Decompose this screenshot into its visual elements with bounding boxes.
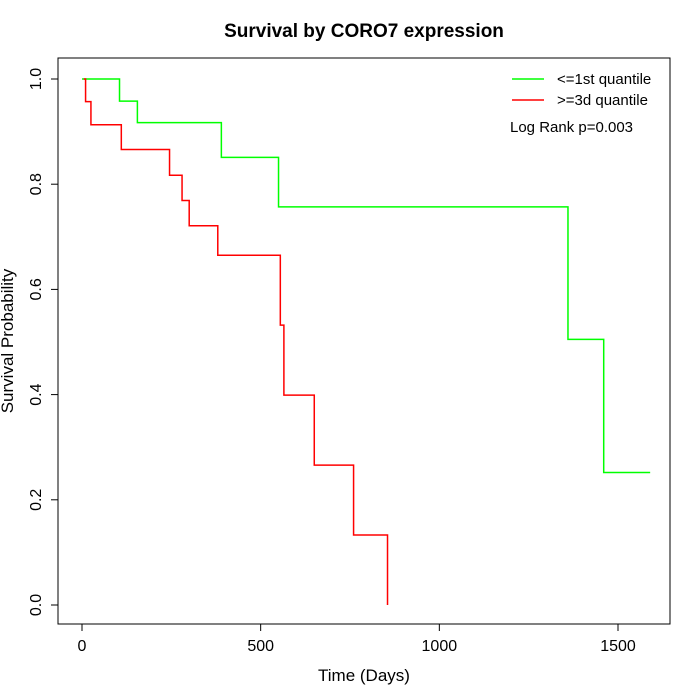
- y-tick-label: 0.4: [28, 383, 45, 405]
- series-layer: [82, 78, 651, 605]
- legend-label-series-2: >=3d quantile: [557, 92, 648, 109]
- legend-label-series-1: <=1st quantile: [557, 71, 651, 88]
- y-tick-label: 0.0: [28, 594, 45, 616]
- y-tick-label: 1.0: [28, 68, 45, 90]
- chart-title: Survival by CORO7 expression: [224, 21, 504, 42]
- series-line-2: [83, 78, 389, 605]
- series-line-1: [82, 78, 651, 474]
- y-axis: 0.0 0.2 0.4 0.6 0.8 1.0: [28, 68, 59, 616]
- log-rank-annotation: Log Rank p=0.003: [510, 119, 633, 136]
- y-tick-label: 0.8: [28, 173, 45, 195]
- x-tick-label: 500: [247, 638, 274, 655]
- legend: <=1st quantile >=3d quantile: [512, 71, 651, 109]
- x-axis-label: Time (Days): [318, 666, 410, 685]
- x-tick-label: 0: [78, 638, 87, 655]
- y-tick-label: 0.6: [28, 278, 45, 300]
- x-tick-label: 1500: [600, 638, 636, 655]
- x-axis: 0 500 1000 1500: [78, 623, 636, 655]
- x-tick-label: 1000: [422, 638, 458, 655]
- y-tick-label: 0.2: [28, 489, 45, 511]
- y-axis-label: Survival Probability: [0, 268, 17, 413]
